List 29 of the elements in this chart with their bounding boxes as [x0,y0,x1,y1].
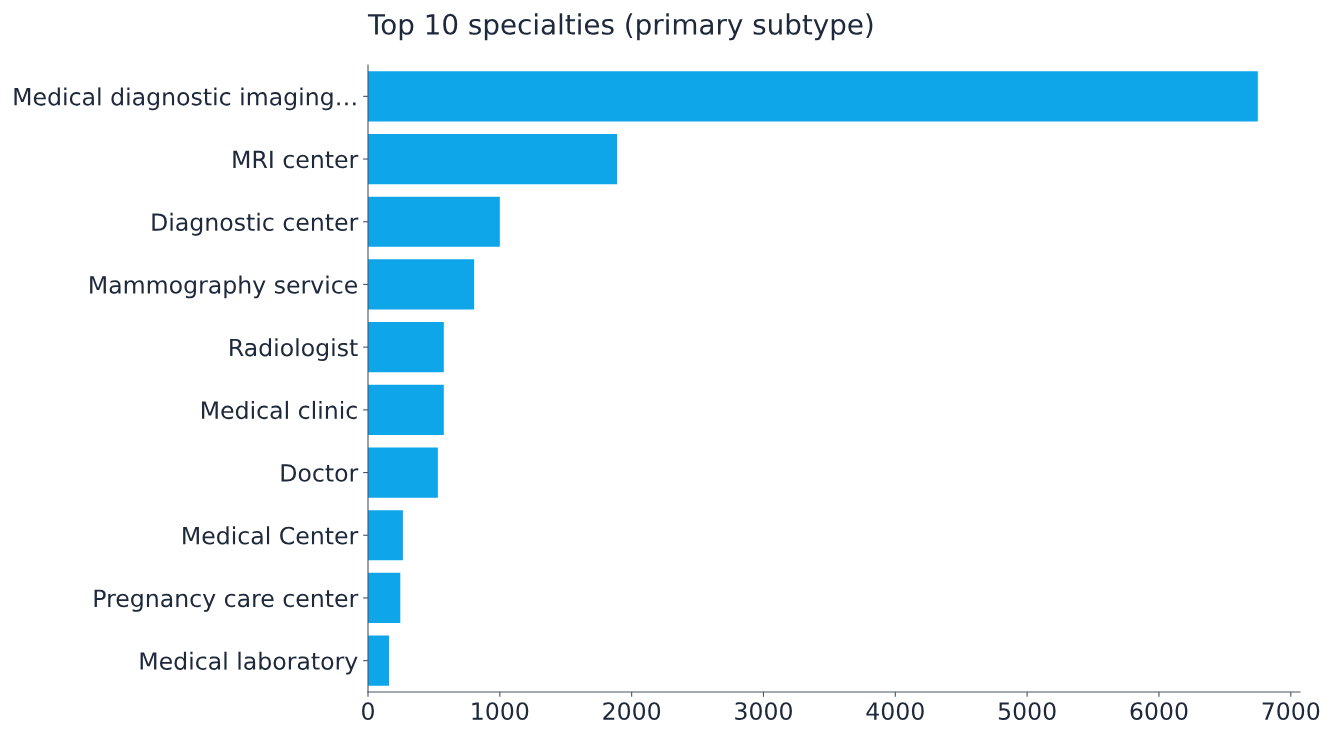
x-tick-label: 0 [362,702,374,720]
bar [368,384,444,435]
x-tick-label: 5000 [998,702,1056,720]
y-tick-label: Medical diagnostic imaging… [14,87,356,111]
bar [368,572,401,624]
y-tick-label: Medical clinic [202,400,357,420]
y-tick-label: Doctor [281,464,359,482]
x-tick-label: 6000 [1130,702,1188,720]
bar [368,133,618,185]
x-tick-label: 1000 [472,702,529,720]
x-tick-label: 3000 [735,702,792,720]
bar [368,259,475,310]
bar [368,322,444,373]
bar [368,71,1258,122]
bar [368,635,390,686]
x-tick-label: 2000 [603,702,661,720]
bar [368,510,403,561]
bar [368,196,500,247]
y-tick-label: MRI center [233,150,359,169]
y-tick-label: Mammography service [90,275,358,299]
chart-title: Top 10 specialties (primary subtype) [367,13,873,41]
bar [368,447,438,498]
y-tick-label: Medical Center [183,526,359,545]
y-tick-label: Radiologist [230,338,358,362]
x-tick-label: 4000 [866,702,924,720]
y-tick-label: Medical laboratory [140,651,358,675]
x-tick-label: 7000 [1262,702,1320,720]
y-tick-label: Pregnancy care center [94,589,359,612]
y-tick-label: Diagnostic center [152,212,359,236]
